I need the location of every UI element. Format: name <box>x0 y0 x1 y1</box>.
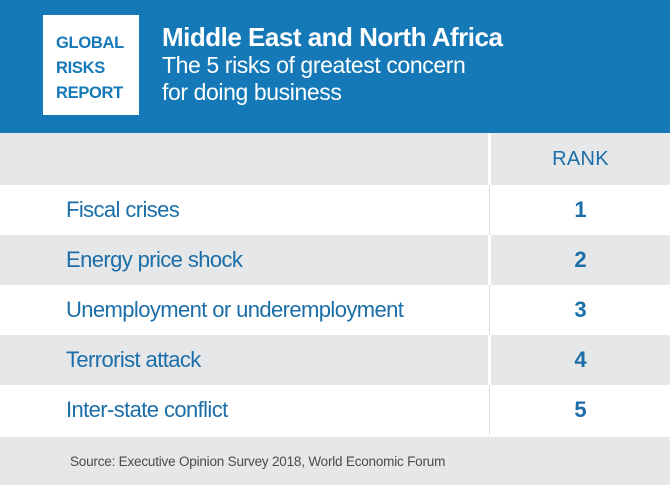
header-banner: GLOBAL RISKS REPORT Middle East and Nort… <box>0 0 670 133</box>
header-titles: Middle East and North Africa The 5 risks… <box>162 22 503 106</box>
risk-name: Inter-state conflict <box>66 397 228 422</box>
table-row: Terrorist attack 4 <box>0 335 670 385</box>
risk-name: Energy price shock <box>66 247 243 272</box>
column-divider <box>488 335 491 385</box>
page-title: Middle East and North Africa <box>162 22 503 52</box>
table-row: Unemployment or underemployment 3 <box>0 285 670 335</box>
risk-rank: 5 <box>574 397 587 422</box>
column-divider <box>488 133 491 185</box>
rank-column-header: RANK <box>552 147 609 170</box>
table-row: Inter-state conflict 5 <box>0 385 670 435</box>
table-header-row: RANK <box>0 133 670 185</box>
risk-name: Terrorist attack <box>66 347 201 372</box>
column-divider <box>489 385 490 435</box>
column-divider <box>488 235 491 285</box>
global-risks-report-logo: GLOBAL RISKS REPORT <box>43 15 139 115</box>
table-row: Energy price shock 2 <box>0 235 670 285</box>
risk-rank: 2 <box>574 247 587 272</box>
footer: Source: Executive Opinion Survey 2018, W… <box>0 437 670 485</box>
column-divider <box>489 285 490 335</box>
risk-rank: 4 <box>574 347 587 372</box>
subtitle-line-2: for doing business <box>162 79 342 105</box>
source-note: Source: Executive Opinion Survey 2018, W… <box>70 453 446 469</box>
risk-table: RANK Fiscal crises 1 Energy price shock … <box>0 133 670 435</box>
risk-name: Unemployment or underemployment <box>66 297 404 322</box>
logo-line-3: REPORT <box>56 84 123 102</box>
risk-rank: 1 <box>574 197 587 222</box>
risk-name: Fiscal crises <box>66 197 180 222</box>
subtitle-line-1: The 5 risks of greatest concern <box>162 52 466 78</box>
column-divider <box>489 185 490 235</box>
logo-line-2: RISKS <box>56 59 105 77</box>
logo-line-1: GLOBAL <box>56 34 124 52</box>
risk-rank: 3 <box>574 297 587 322</box>
table-row: Fiscal crises 1 <box>0 185 670 235</box>
